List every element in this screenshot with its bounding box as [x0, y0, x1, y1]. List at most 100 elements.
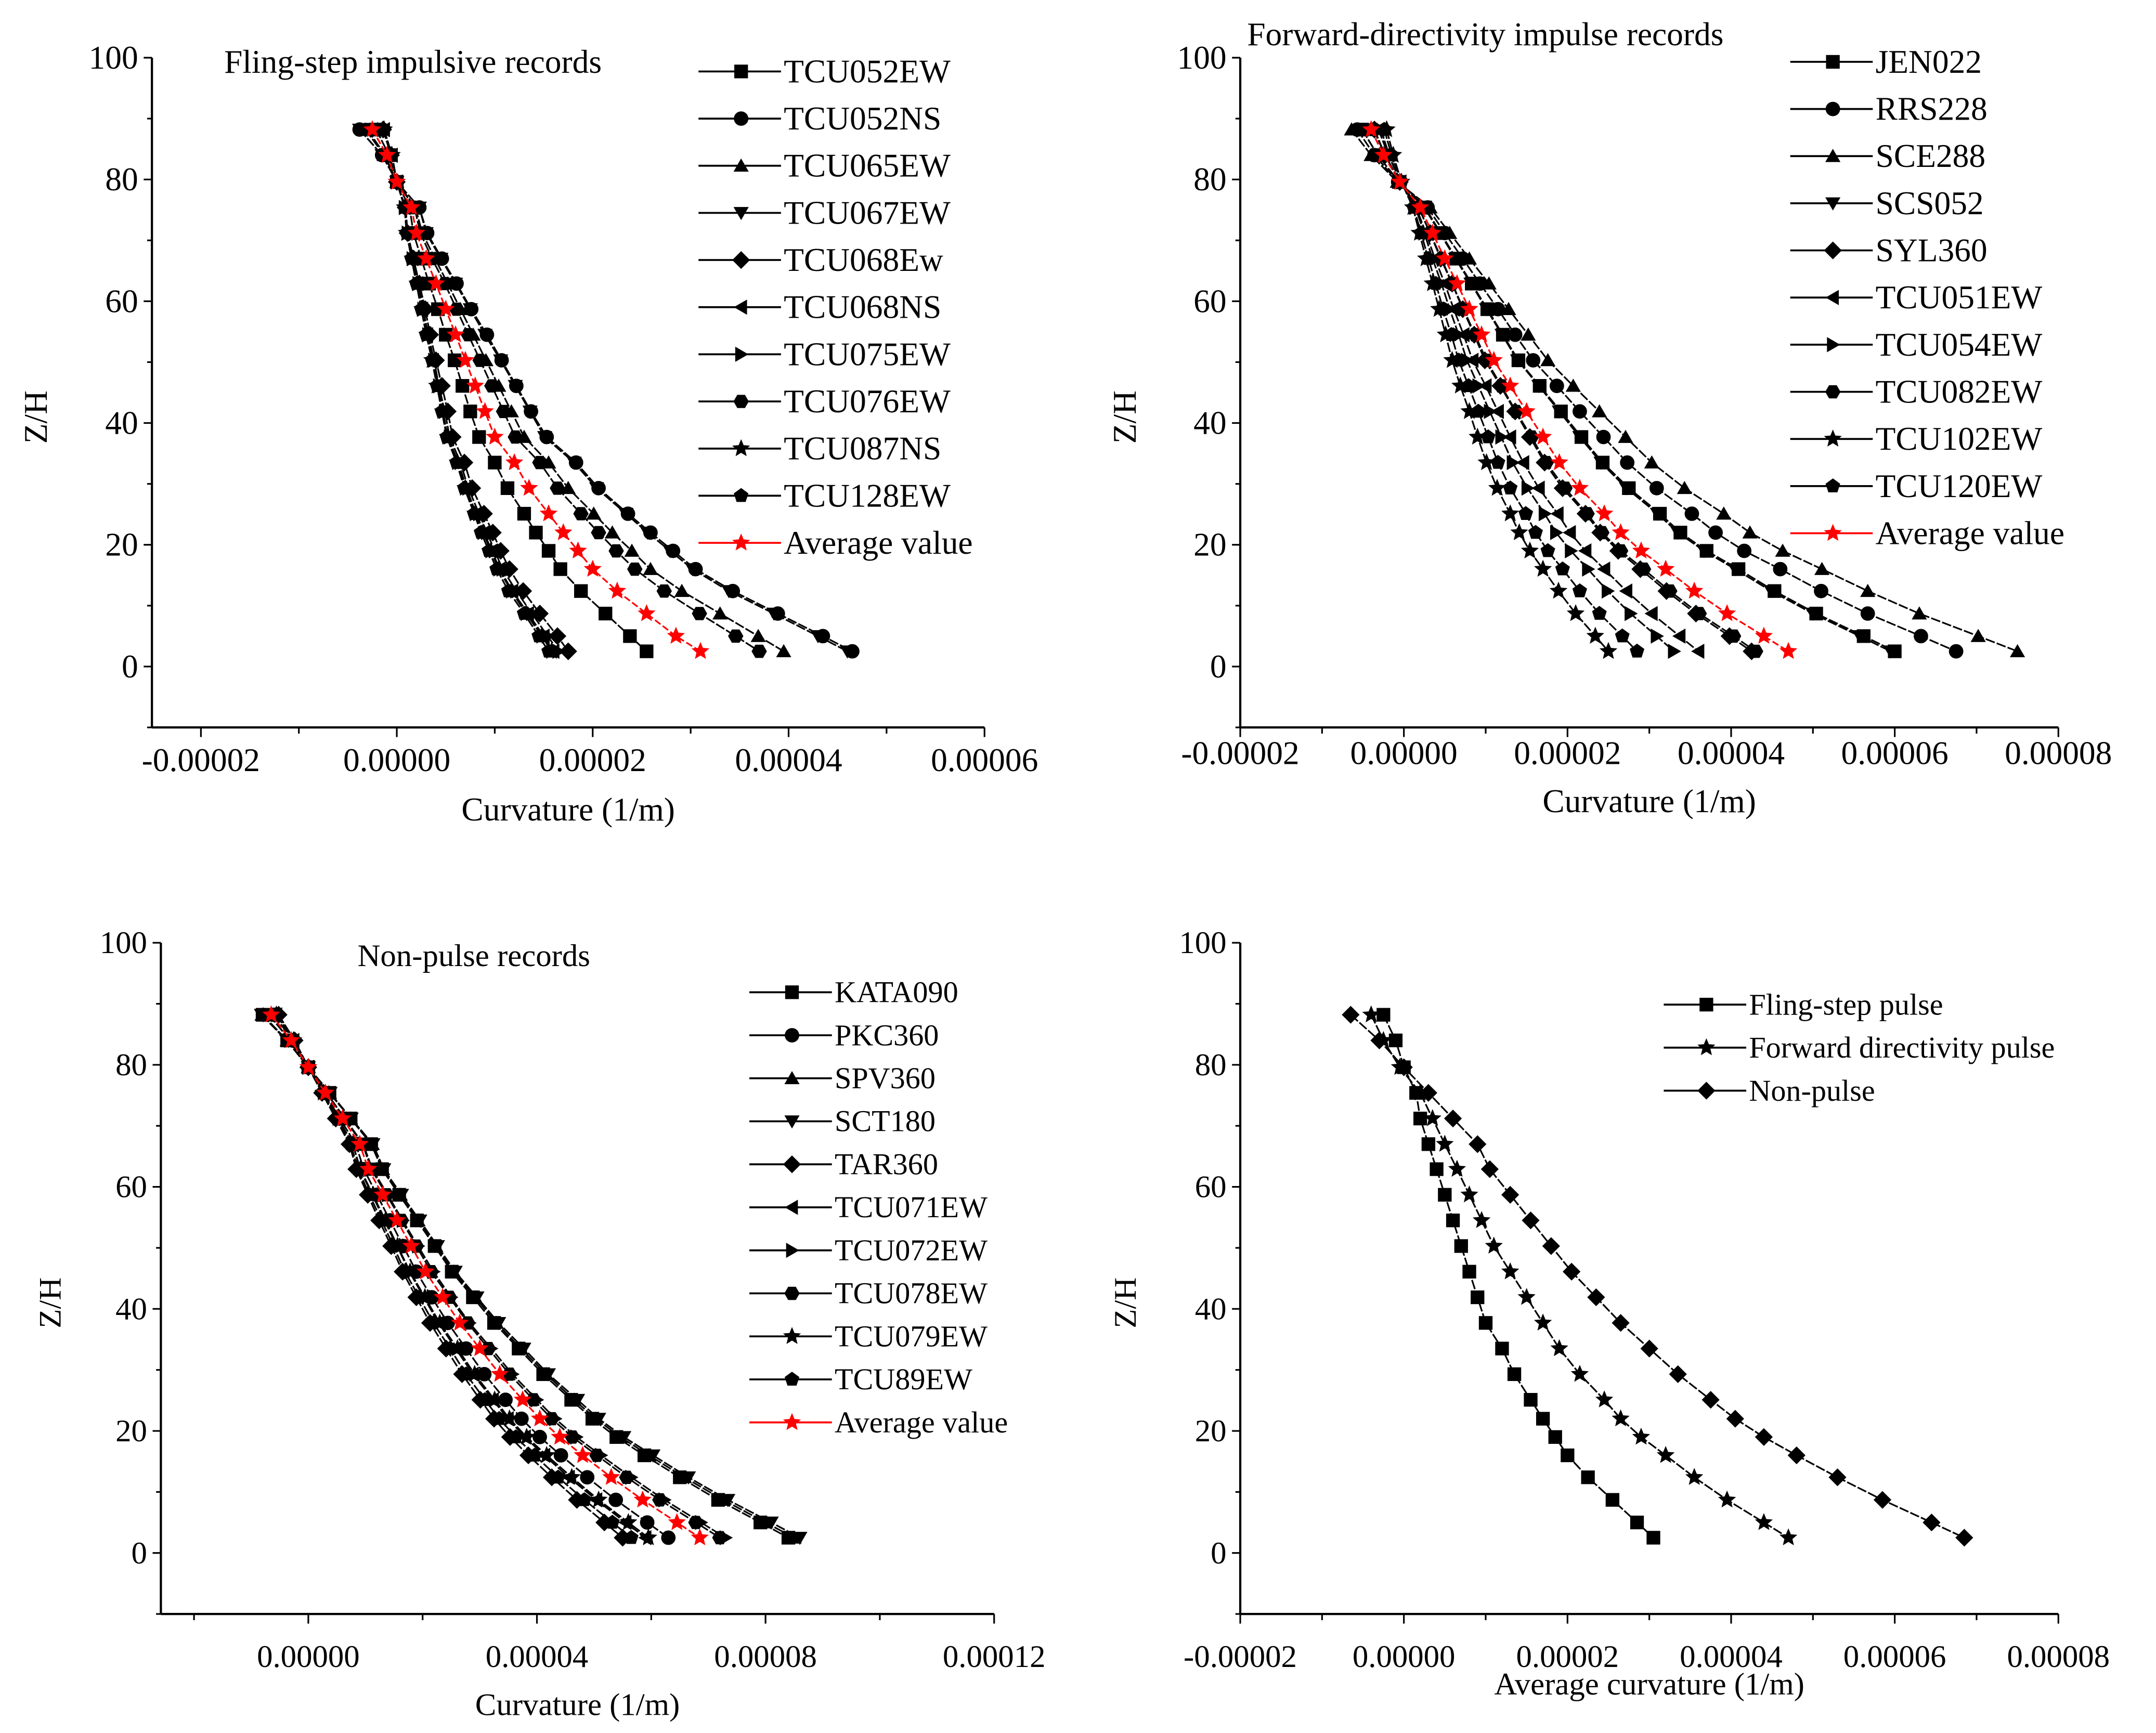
legend-label: Fling-step pulse	[1749, 987, 1943, 1021]
data-point	[580, 1470, 595, 1485]
data-point	[1612, 1314, 1630, 1332]
legend-item: TCU067EW	[698, 194, 951, 231]
data-point	[1436, 1135, 1454, 1152]
y-tick-label: 40	[115, 1292, 147, 1326]
legend-item: TAR360	[749, 1147, 938, 1181]
data-point	[449, 454, 464, 469]
data-point	[532, 455, 548, 470]
legend-item: TCU065EW	[698, 147, 951, 184]
legend-item: SYL360	[1790, 232, 1988, 269]
series-sct180	[254, 1009, 808, 1545]
data-point	[1612, 1409, 1630, 1427]
data-point	[1561, 1448, 1575, 1463]
data-point	[1646, 1531, 1660, 1545]
legend-label: TCU068Ew	[784, 241, 943, 278]
data-point	[1914, 629, 1928, 644]
y-tick-label: 80	[115, 1048, 147, 1083]
data-point	[1421, 1137, 1436, 1151]
data-point	[1526, 353, 1541, 368]
data-point	[1775, 543, 1790, 557]
data-point	[810, 630, 826, 644]
data-point	[516, 606, 531, 620]
data-point	[599, 606, 613, 621]
x-tick-label: -0.00002	[142, 741, 260, 778]
data-point	[553, 562, 567, 576]
data-point	[505, 453, 524, 471]
series-tcu89ew	[270, 1007, 639, 1544]
data-point	[1488, 478, 1506, 496]
data-point	[1748, 644, 1763, 658]
data-point	[564, 1430, 580, 1444]
data-point	[1612, 523, 1630, 540]
legend-pentagon-icon	[784, 1372, 800, 1386]
data-point	[457, 480, 472, 494]
legend-label: TCU067EW	[784, 194, 951, 231]
data-point	[616, 1431, 632, 1444]
data-point	[1595, 504, 1614, 522]
data-point	[1460, 1185, 1478, 1203]
data-point	[1563, 1262, 1581, 1281]
data-point	[2010, 644, 2025, 657]
data-point	[1388, 1033, 1403, 1048]
data-point	[1508, 327, 1523, 342]
data-point	[447, 1266, 463, 1279]
legend-item: Average value	[1790, 514, 2064, 551]
data-point	[1480, 1160, 1499, 1178]
data-point	[426, 1315, 441, 1330]
data-point	[1613, 544, 1629, 558]
data-point	[412, 1214, 427, 1228]
data-point	[1615, 628, 1630, 643]
data-point	[486, 427, 504, 445]
data-point	[1344, 122, 1359, 136]
data-point	[1442, 226, 1458, 239]
x-tick-label: 0.00000	[1350, 735, 1458, 772]
legend-star-icon	[1824, 524, 1842, 541]
legend-label: TCU072EW	[835, 1233, 988, 1267]
data-point	[792, 1532, 808, 1545]
x-axis-label: Curvature (1/m)	[1542, 783, 1756, 819]
y-tick-label: 100	[89, 39, 138, 76]
data-point	[639, 1528, 657, 1546]
data-point	[1540, 353, 1556, 367]
data-point	[402, 1236, 420, 1254]
data-point	[1597, 561, 1610, 577]
data-point	[685, 563, 700, 577]
legend-item: RRS228	[1790, 90, 1988, 127]
legend-item: TCU079EW	[749, 1319, 988, 1353]
data-point	[1685, 1468, 1704, 1485]
y-tick-label: 20	[115, 1414, 147, 1449]
data-point	[1557, 481, 1573, 495]
x-axis-label: Curvature (1/m)	[475, 1688, 680, 1723]
data-point	[627, 562, 643, 576]
data-point	[1484, 403, 1497, 419]
x-tick-label: 0.00006	[931, 741, 1038, 778]
data-point	[1528, 525, 1543, 539]
data-point	[1478, 1316, 1493, 1330]
series-sce288	[1344, 122, 2025, 657]
legend-square-icon	[1699, 997, 1713, 1012]
data-point	[1691, 607, 1707, 620]
y-tick-label: 80	[105, 161, 138, 198]
series-average-value	[262, 1005, 709, 1546]
data-point	[1524, 430, 1539, 444]
data-point	[1524, 1393, 1538, 1407]
data-point	[539, 504, 558, 522]
data-point	[531, 628, 547, 643]
data-point	[1726, 1410, 1744, 1428]
y-tick-label: 0	[1211, 1536, 1226, 1571]
data-point	[692, 607, 707, 620]
y-tick-label: 60	[105, 282, 138, 319]
data-point	[554, 523, 573, 540]
data-point	[1728, 563, 1743, 577]
legend-triangle-right-icon	[1827, 337, 1840, 353]
data-point	[583, 559, 602, 577]
data-point	[1362, 120, 1380, 137]
data-point	[1510, 523, 1528, 540]
data-point	[563, 1468, 581, 1485]
data-point	[472, 430, 486, 444]
legend-item: TCU052NS	[698, 100, 941, 137]
x-tick-label: 0.00004	[735, 741, 842, 778]
y-tick-label: 0	[122, 648, 138, 685]
y-tick-label: 80	[1195, 1048, 1227, 1083]
legend-triangle-up-icon	[1825, 149, 1841, 162]
